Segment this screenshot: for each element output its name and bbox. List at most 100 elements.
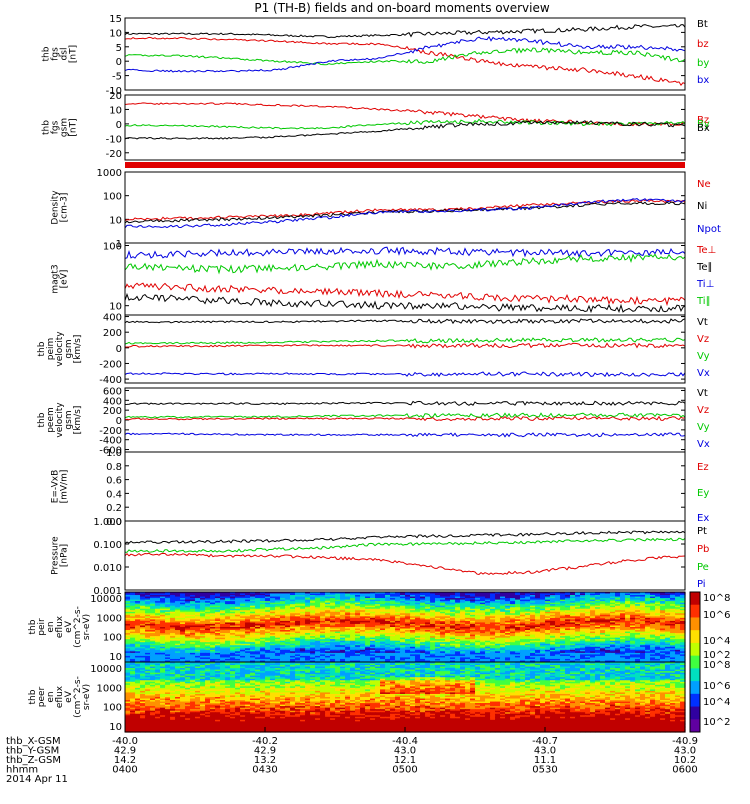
y-tick-label: 10000: [90, 594, 122, 605]
series-line-by: [125, 48, 685, 65]
y-tick-label: 400: [103, 313, 122, 324]
y-tick-label: -200: [99, 359, 122, 370]
series-line-Vz: [125, 416, 685, 420]
series-line-Ne: [125, 200, 685, 221]
legend-entry: Vz: [697, 405, 709, 416]
y-tick-label: 15: [109, 14, 122, 25]
panel-frame: [125, 18, 685, 90]
series-line-Pb: [125, 553, 685, 574]
y-axis-label: [eV]: [60, 270, 70, 289]
legend-entry: Vt: [697, 388, 708, 399]
y-tick-label: 0.6: [106, 476, 122, 487]
panel-frame: [125, 388, 685, 452]
y-tick-label: 1000: [97, 613, 122, 624]
legend-entry: Vx: [697, 439, 710, 450]
y-tick-label: 0.010: [93, 563, 122, 574]
y-tick-label: 0: [116, 120, 122, 131]
legend-entry: Bx: [697, 123, 710, 134]
y-tick-label: 1.0: [106, 448, 122, 459]
legend-entry: Vx: [697, 368, 710, 379]
legend-entry: Vy: [697, 422, 710, 433]
legend-entry: Ey: [697, 488, 709, 499]
series-line-bx: [125, 37, 685, 72]
y-axis-label: [km/s]: [73, 335, 83, 364]
legend-entry: Pt: [697, 526, 707, 537]
legend-entry: Vy: [697, 351, 710, 362]
series-line-Vy: [125, 413, 685, 418]
series-line-Vx: [125, 433, 685, 437]
legend-entry: bz: [697, 39, 709, 50]
series-line-Ti∥: [125, 254, 685, 272]
series-line-Pt: [125, 531, 685, 543]
y-tick-label: 10: [109, 28, 122, 39]
legend-entry: Pi: [697, 579, 706, 590]
series-line-Ti⊥: [125, 247, 685, 258]
series-line-Vx: [125, 372, 685, 376]
y-axis-label: [cm-3]: [60, 193, 70, 223]
y-tick-label: -5: [112, 72, 122, 83]
y-tick-label: -10: [106, 134, 122, 145]
legend-entry: Pb: [697, 544, 709, 555]
legend-entry: by: [697, 58, 709, 69]
legend-entry: Ti∥: [696, 296, 711, 307]
series-line-Vz: [125, 343, 685, 348]
legend-entry: Npot: [697, 224, 721, 235]
y-axis-label: [mV/m]: [60, 470, 70, 504]
y-axis-label: [nPa]: [60, 544, 70, 567]
y-tick-label: 200: [103, 328, 122, 339]
series-line-Pe: [125, 538, 685, 552]
chart-title: P1 (TH-B) fields and on-board moments ov…: [254, 1, 550, 15]
series-line-Vt: [125, 319, 685, 324]
legend-entry: Te⊥: [696, 245, 716, 256]
y-axis-label: [nT]: [69, 45, 79, 63]
panel-frame: [125, 521, 685, 590]
legend-entry: bx: [697, 75, 709, 86]
y-tick-label: 20: [109, 91, 122, 102]
series-line-Ni: [125, 202, 685, 223]
legend-entry: Ti⊥: [696, 279, 714, 290]
panel-pressure: Pressure[nPa]1.0000.1000.0100.001PtPbPeP…: [51, 517, 710, 597]
legend-entry: Ni: [697, 201, 707, 212]
y-tick-label: 100: [103, 241, 122, 252]
y-axis-label: [km/s]: [73, 406, 83, 435]
y-tick-label: 10: [109, 215, 122, 226]
y-tick-label: 0: [116, 57, 122, 68]
legend-entry: Ez: [697, 462, 709, 473]
legend-entry: Te∥: [696, 262, 713, 273]
legend-entry: Ex: [697, 513, 709, 524]
y-tick-label: 10: [109, 105, 122, 116]
panel-frame: [125, 452, 685, 521]
mode-bar: [125, 162, 685, 168]
panel-frame: [125, 172, 685, 243]
y-tick-label: 100: [103, 633, 122, 644]
y-tick-label: 0.4: [106, 489, 122, 500]
y-tick-label: 0.100: [93, 540, 122, 551]
panel-frame: [125, 315, 685, 383]
y-tick-label: 1000: [97, 168, 122, 179]
y-tick-label: 5: [116, 43, 122, 54]
series-line-Vt: [125, 401, 685, 405]
legend-entry: Ne: [697, 179, 711, 190]
y-axis-label: sr-eV): [82, 614, 92, 640]
y-tick-label: 0.8: [106, 462, 122, 473]
legend-entry: Pe: [697, 562, 709, 573]
series-line-Bt: [125, 25, 685, 38]
y-tick-label: 10: [109, 652, 122, 663]
legend-entry: Bt: [697, 19, 708, 30]
y-tick-label: 1.000: [93, 517, 122, 528]
series-line-Vy: [125, 338, 685, 344]
y-tick-label: 100: [103, 192, 122, 203]
series-line-Npot: [125, 199, 685, 228]
y-tick-label: 0: [116, 344, 122, 355]
y-axis-label: [nT]: [69, 118, 79, 136]
